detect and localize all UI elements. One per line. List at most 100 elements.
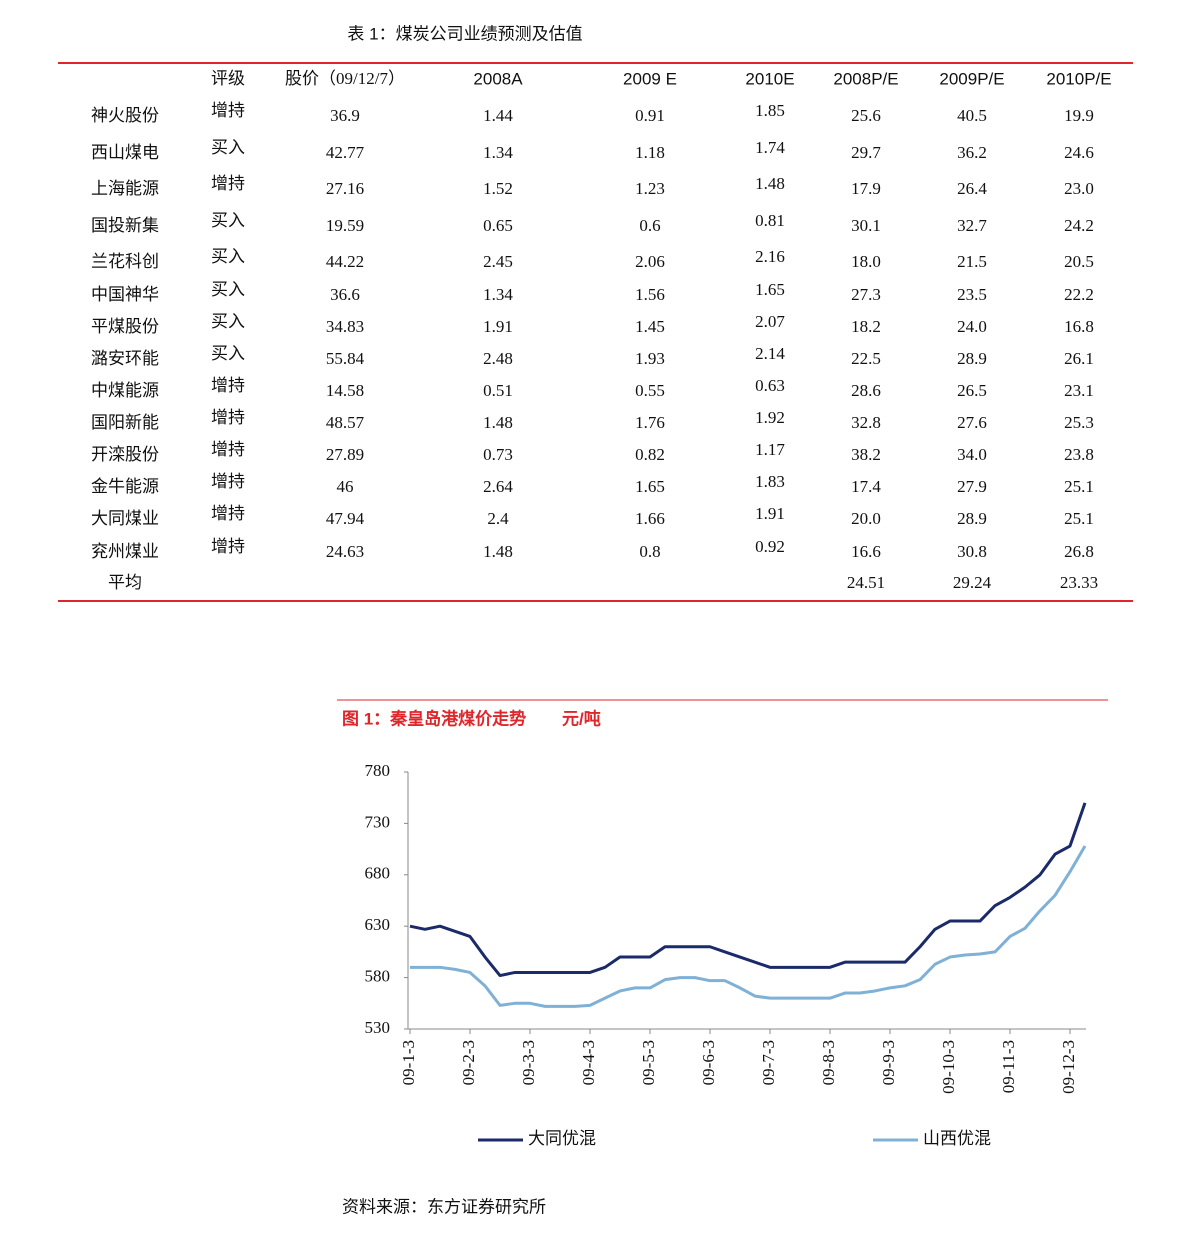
table-cell: 30.8 [957, 542, 987, 561]
table-cell: 20.0 [851, 509, 881, 528]
table-cell: 0.55 [635, 381, 665, 400]
column-header: 2010P/E [1046, 69, 1111, 88]
table-cell: 1.83 [755, 472, 785, 491]
source-note: 资料来源：东方证券研究所 [342, 1197, 546, 1216]
table-cell: 24.63 [326, 542, 364, 561]
x-tick-label: 09-10-3 [939, 1040, 958, 1094]
table-cell: 1.66 [635, 509, 665, 528]
table-cell: 28.6 [851, 381, 881, 400]
row-label: 西山煤电 [91, 143, 159, 162]
table-cell: 0.81 [755, 211, 785, 230]
table-cell: 0.8 [639, 542, 660, 561]
x-tick-label: 09-3-3 [519, 1040, 538, 1085]
table-cell: 0.91 [635, 106, 665, 125]
table-cell: 27.9 [957, 477, 987, 496]
table-cell: 1.23 [635, 179, 665, 198]
table-cell: 32.8 [851, 413, 881, 432]
table-cell: 2.14 [755, 344, 785, 363]
table-cell: 1.65 [635, 477, 665, 496]
table-cell: 0.65 [483, 216, 513, 235]
chart-title: 图 1：秦皇岛港煤价走势 [342, 708, 526, 728]
series-line [410, 845, 1087, 1008]
table-cell: 34.83 [326, 317, 364, 336]
table-cell: 1.74 [755, 138, 785, 157]
table-cell: 23.5 [957, 285, 987, 304]
x-tick-label: 09-8-3 [819, 1040, 838, 1085]
table-cell: 0.63 [755, 376, 785, 395]
y-tick-label: 580 [365, 967, 391, 986]
table-cell: 1.85 [755, 101, 785, 120]
x-tick-label: 09-11-3 [999, 1040, 1018, 1093]
table-cell: 买入 [211, 247, 245, 266]
table-cell: 25.1 [1064, 477, 1094, 496]
table-cell: 增持 [211, 101, 245, 120]
table-cell: 1.48 [483, 542, 513, 561]
table-cell: 22.5 [851, 349, 881, 368]
row-label: 平均 [108, 573, 142, 592]
legend-label: 大同优混 [528, 1129, 596, 1148]
table-cell: 21.5 [957, 252, 987, 271]
table-cell: 26.5 [957, 381, 987, 400]
x-tick-label: 09-2-3 [459, 1040, 478, 1085]
x-tick-label: 09-1-3 [399, 1040, 418, 1085]
table-cell: 26.1 [1064, 349, 1094, 368]
table-cell: 0.6 [639, 216, 660, 235]
chart-unit: 元/吨 [562, 708, 601, 728]
table-cell: 42.77 [326, 143, 365, 162]
y-tick-label: 780 [365, 761, 391, 780]
table-cell: 1.17 [755, 440, 785, 459]
table-cell: 27.89 [326, 445, 364, 464]
table-cell: 0.73 [483, 445, 513, 464]
row-label: 兖州煤业 [91, 542, 159, 561]
table-cell: 23.8 [1064, 445, 1094, 464]
table-cell: 16.6 [851, 542, 881, 561]
row-label: 金牛能源 [91, 477, 159, 496]
table-cell: 25.1 [1064, 509, 1094, 528]
column-header: 股价（09/12/7） [285, 69, 405, 88]
table-cell: 29.7 [851, 143, 881, 162]
table-cell: 2.48 [483, 349, 513, 368]
table-cell: 27.6 [957, 413, 987, 432]
table-cell: 30.1 [851, 216, 881, 235]
table-cell: 1.91 [755, 504, 785, 523]
table-cell: 27.16 [326, 179, 364, 198]
table-cell: 34.0 [957, 445, 987, 464]
table-cell: 25.3 [1064, 413, 1094, 432]
table-cell: 28.9 [957, 349, 987, 368]
legend-label: 山西优混 [923, 1129, 991, 1148]
table-cell: 2.06 [635, 252, 665, 271]
table-cell: 24.6 [1064, 143, 1094, 162]
table-cell: 1.65 [755, 280, 785, 299]
table-cell: 23.33 [1060, 573, 1098, 592]
table-cell: 2.64 [483, 477, 513, 496]
row-label: 国投新集 [91, 216, 159, 235]
row-label: 神火股份 [91, 106, 159, 125]
table-cell: 47.94 [326, 509, 365, 528]
column-header: 2008A [473, 69, 523, 88]
row-label: 开滦股份 [91, 445, 159, 464]
table-cell: 55.84 [326, 349, 365, 368]
table-cell: 16.8 [1064, 317, 1094, 336]
table-cell: 19.59 [326, 216, 364, 235]
table-cell: 增持 [211, 174, 245, 193]
table-cell: 28.9 [957, 509, 987, 528]
row-label: 国阳新能 [91, 413, 159, 432]
table-cell: 17.4 [851, 477, 881, 496]
x-tick-label: 09-4-3 [579, 1040, 598, 1085]
table-cell: 增持 [211, 472, 245, 491]
table-cell: 24.0 [957, 317, 987, 336]
row-label: 兰花科创 [91, 252, 159, 271]
table-cell: 19.9 [1064, 106, 1094, 125]
table-cell: 24.51 [847, 573, 885, 592]
table-cell: 增持 [211, 537, 245, 556]
series-line [409, 802, 1087, 978]
y-tick-label: 730 [365, 812, 391, 831]
table-cell: 增持 [211, 504, 245, 523]
table-cell: 23.1 [1064, 381, 1094, 400]
y-tick-label: 680 [365, 864, 391, 883]
table-cell: 23.0 [1064, 179, 1094, 198]
table-cell: 0.82 [635, 445, 665, 464]
x-tick-label: 09-5-3 [639, 1040, 658, 1085]
table-cell: 买入 [211, 138, 245, 157]
